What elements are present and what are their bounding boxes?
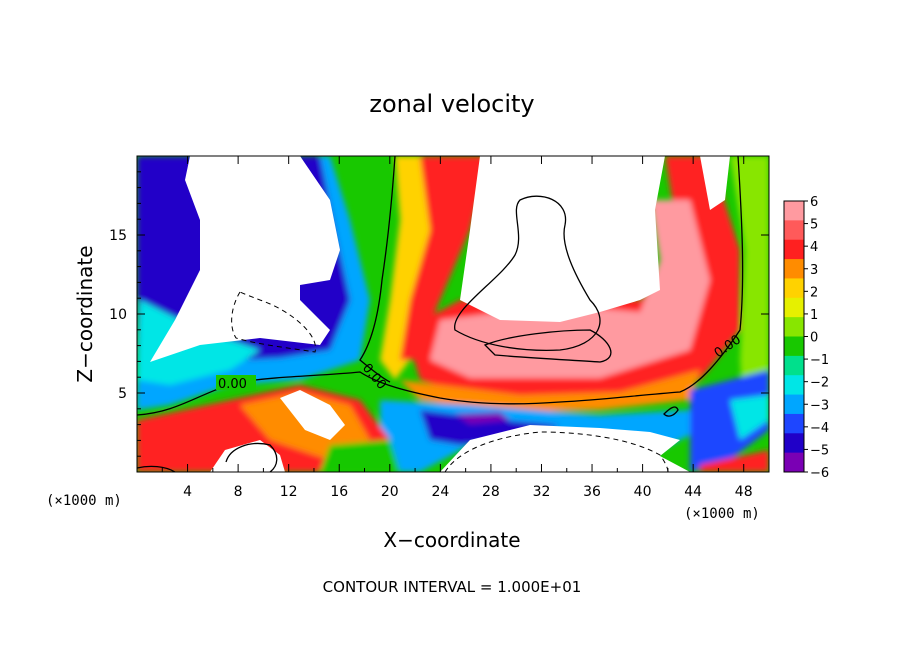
x-tick-label: 32 [533,484,551,500]
colorbar-tick-label: 2 [810,285,818,300]
x-tick-label: 28 [482,484,500,500]
y-axis-label: Z−coordinate [73,245,97,382]
colorbar-tick-label: −6 [810,466,829,481]
blank-center [460,156,665,322]
blank-upper-left [150,156,340,362]
colorbar-segment [784,413,804,434]
x-tick-label: 8 [234,484,243,500]
colorbar-tick-label: 0 [810,331,818,346]
colorbar-segment [784,355,804,376]
colorbar-segment [784,336,804,357]
contour-zero-right-small [663,406,679,417]
x-tick-label: 36 [583,484,601,500]
colorbar-tick-label: 3 [810,263,818,278]
field-blue-right-lower [690,370,769,472]
x-tick-label: 16 [330,484,348,500]
colorbar-tick-label: −4 [810,421,829,436]
x-unit-left: (×1000 m) [46,493,122,509]
blank-lower-left-pocket [210,440,285,472]
x-axis-ticks: 4 8 12 16 20 24 28 32 36 40 44 48 [161,156,753,500]
colorbar-segment [784,259,804,279]
colorbar-segment [784,433,804,454]
x-tick-label: 12 [280,484,298,500]
contour-lower-left [225,442,278,472]
field-red-ridge [400,156,490,360]
colorbar-tick-label: −2 [810,376,829,391]
colorbar-segment [784,375,804,396]
y-tick-label: 10 [109,307,127,323]
colorbar-segment [784,317,804,337]
colorbar-segment [784,452,804,473]
colorbar-segment [784,297,804,318]
contour-dashed-left [231,291,316,353]
x-axis-label: X−coordinate [383,528,520,552]
blank-lower-left-hole [280,390,345,440]
contour-zero-ridge [359,156,396,383]
field-green-right [730,156,769,440]
x-tick-label: 40 [634,484,652,500]
contour-dashed-bottom [444,431,669,472]
colorbar-tick-label: 1 [810,308,818,323]
colorbar-ticks: 6 5 4 3 2 1 0 −1 −2 −3 −4 −5 −6 [804,195,829,481]
contour-interval-note: CONTOUR INTERVAL = 1.000E+01 [323,578,582,596]
x-tick-label: 44 [684,484,702,500]
x-tick-label: 20 [381,484,399,500]
field-purple-streak [455,412,510,424]
field-orange-band [400,370,700,412]
x-tick-label: 24 [431,484,449,500]
contour-label-bg-1 [216,375,256,390]
colorbar-tick-label: 5 [810,218,818,233]
colorbar-segment [784,201,804,221]
x-unit-right: (×1000 m) [684,506,760,522]
blank-bottom-center [440,425,690,472]
y-axis-ticks: 5 10 15 [109,171,769,457]
contour-center-upper [454,195,601,351]
colorbar-segment [784,239,804,260]
field-red-bottom-right [700,450,769,472]
blank-right-edge-pocket [700,156,730,210]
colorbar [783,200,805,473]
contour-label-1: 0.00 [218,377,247,392]
colorbar-tick-label: −1 [810,353,829,368]
colorbar-tick-label: −3 [810,398,829,413]
contour-center-inner [483,329,612,363]
y-tick-label: 15 [109,228,127,244]
field-pink-arc [430,200,710,378]
colorbar-segment [784,220,804,241]
contour-bottom-left-corner [137,465,176,472]
colorbar-tick-label: −5 [810,443,829,458]
colorbar-segment [784,278,804,299]
y-tick-label: 5 [118,386,127,402]
contour-dashed [231,291,669,472]
colorbar-segment [784,394,804,415]
colorbar-tick-label: 6 [810,195,818,210]
colorbar-tick-label: 4 [810,240,818,255]
field-cyan-right-lower [730,395,769,440]
x-tick-label: 4 [183,484,192,500]
field-green-lowerleft [320,440,400,472]
x-tick-label: 48 [735,484,753,500]
plot-area [137,156,769,472]
chart-title: zonal velocity [369,90,534,118]
